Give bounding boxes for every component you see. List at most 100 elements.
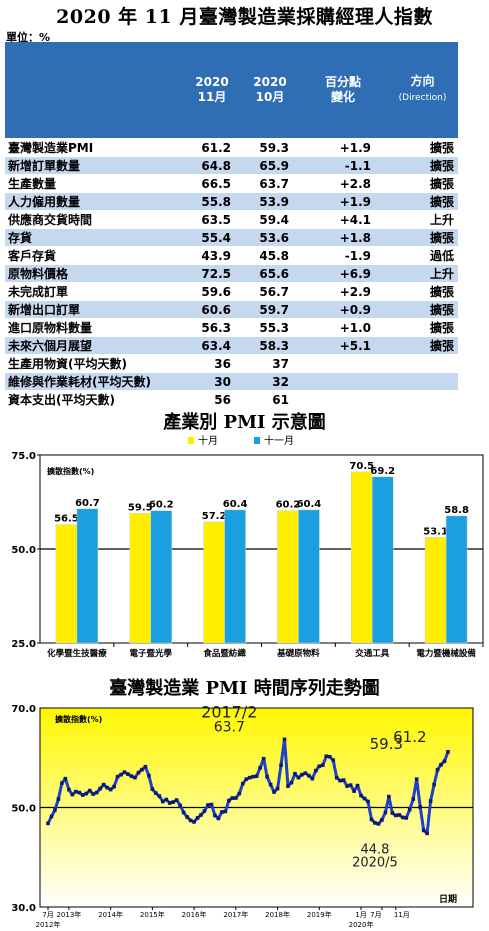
row-change: +0.9 xyxy=(299,300,387,319)
trend-chart-title: 臺灣製造業 PMI 時間序列走勢圖 xyxy=(109,678,380,699)
data-point xyxy=(140,767,144,772)
data-point xyxy=(157,794,162,798)
data-point xyxy=(286,784,290,788)
row-oct: 65.6 xyxy=(241,264,299,283)
year-note: 2020年 xyxy=(349,920,374,929)
bar-nov xyxy=(150,510,172,644)
row-change: +1.9 xyxy=(299,192,387,211)
row-name: 原物料價格 xyxy=(5,264,183,283)
data-point xyxy=(206,803,210,807)
row-nov: 30 xyxy=(183,372,241,391)
x-tick-label: 7月 xyxy=(370,911,381,919)
legend-swatch xyxy=(254,437,260,444)
data-point xyxy=(397,813,402,817)
data-point xyxy=(115,774,120,779)
annotation: 2020/5 xyxy=(352,855,398,870)
table-row: 臺灣製造業PMI 61.2 59.3 +1.9 擴張 xyxy=(5,138,458,157)
bar-oct xyxy=(55,524,78,644)
y-axis-label: 擴散指數(%) xyxy=(55,714,102,724)
data-label: 69.2 xyxy=(370,466,395,477)
data-point xyxy=(428,799,433,803)
data-point xyxy=(359,793,363,798)
data-label: 60.7 xyxy=(75,498,100,509)
header-direction-en: (Direction) xyxy=(398,93,447,103)
pmi-table: 2020 11月 2020 10月 百分點 變化 方向 (Direction) … xyxy=(5,42,458,409)
row-name: 新增出口訂單 xyxy=(5,300,183,319)
data-point xyxy=(147,773,151,778)
row-oct: 32 xyxy=(241,372,299,391)
data-point xyxy=(432,782,436,787)
data-point xyxy=(254,774,259,778)
data-point xyxy=(247,775,252,780)
data-point xyxy=(216,816,221,821)
data-label: 60.2 xyxy=(276,500,301,511)
row-name: 存貨 xyxy=(5,228,183,247)
data-point xyxy=(425,831,429,836)
x-tick-label: 電力暨機械設備 xyxy=(416,648,476,659)
data-point xyxy=(230,796,235,800)
data-point xyxy=(387,794,391,799)
data-point xyxy=(154,791,158,795)
data-point xyxy=(421,828,426,833)
data-point xyxy=(237,791,242,796)
data-point xyxy=(220,810,224,814)
header-direction: 方向 (Direction) xyxy=(387,42,458,139)
data-point xyxy=(98,786,102,791)
data-point xyxy=(352,789,356,793)
x-tick-label: 7月 xyxy=(42,911,53,919)
row-name: 未來六個月展望 xyxy=(5,336,183,355)
data-point xyxy=(265,774,269,779)
table-row: 存貨 55.4 53.6 +1.8 擴張 xyxy=(5,228,458,247)
data-point xyxy=(414,777,419,781)
bar-nov xyxy=(224,509,246,644)
row-name: 新增訂單數量 xyxy=(5,156,183,175)
data-point xyxy=(136,770,141,775)
bar-nov xyxy=(298,509,320,644)
row-change xyxy=(299,390,387,409)
data-point xyxy=(373,821,377,825)
data-point xyxy=(275,786,280,791)
data-point xyxy=(181,810,186,815)
row-direction: 擴張 xyxy=(387,138,458,157)
x-tick-label: 2015年 xyxy=(140,910,165,919)
row-change: +1.9 xyxy=(299,138,387,157)
row-oct: 59.3 xyxy=(241,138,299,157)
annotation: 2017/2 xyxy=(201,702,257,721)
data-label: 57.2 xyxy=(202,511,227,522)
x-tick-label: 2019年 xyxy=(307,910,332,919)
annotation: 63.7 xyxy=(214,719,245,735)
header-change: 百分點 變化 xyxy=(299,42,387,139)
data-point xyxy=(366,799,370,804)
data-point xyxy=(53,808,57,812)
row-direction: 擴張 xyxy=(387,282,458,301)
y-axis-label: 擴散指數(%) xyxy=(47,466,94,476)
data-point xyxy=(101,782,106,787)
row-oct: 56.7 xyxy=(241,282,299,301)
header-oct-year: 2020 xyxy=(253,75,287,89)
data-point xyxy=(289,780,294,785)
data-point xyxy=(307,773,311,778)
table-row: 人力僱用數量 55.8 53.9 +1.9 擴張 xyxy=(5,192,458,211)
data-point xyxy=(195,816,200,820)
y-tick-label: 50.0 xyxy=(11,804,36,815)
row-direction: 擴張 xyxy=(387,300,458,319)
data-point xyxy=(380,818,384,822)
row-nov: 61.2 xyxy=(183,138,241,157)
data-point xyxy=(279,763,283,768)
data-point xyxy=(91,792,96,796)
table-row: 未來六個月展望 63.4 58.3 +5.1 擴張 xyxy=(5,336,458,355)
row-nov: 72.5 xyxy=(183,264,241,283)
x-tick-label: 2014年 xyxy=(98,910,123,919)
page-title: 2020 年 11 月臺灣製造業採購經理人指數 xyxy=(56,6,433,28)
data-point xyxy=(439,762,443,767)
data-point xyxy=(341,778,346,782)
table-row: 原物料價格 72.5 65.6 +6.9 上升 xyxy=(5,264,458,283)
data-point xyxy=(314,768,318,773)
table-row: 供應商交貨時間 63.5 59.4 +4.1 上升 xyxy=(5,210,458,229)
row-direction: 擴張 xyxy=(387,318,458,337)
bar-oct xyxy=(203,521,225,644)
data-point xyxy=(418,805,422,809)
table-body: 臺灣製造業PMI 61.2 59.3 +1.9 擴張 新增訂單數量 64.8 65.9 -1.1… xyxy=(5,138,458,409)
data-point xyxy=(129,774,134,778)
data-point xyxy=(293,771,297,776)
